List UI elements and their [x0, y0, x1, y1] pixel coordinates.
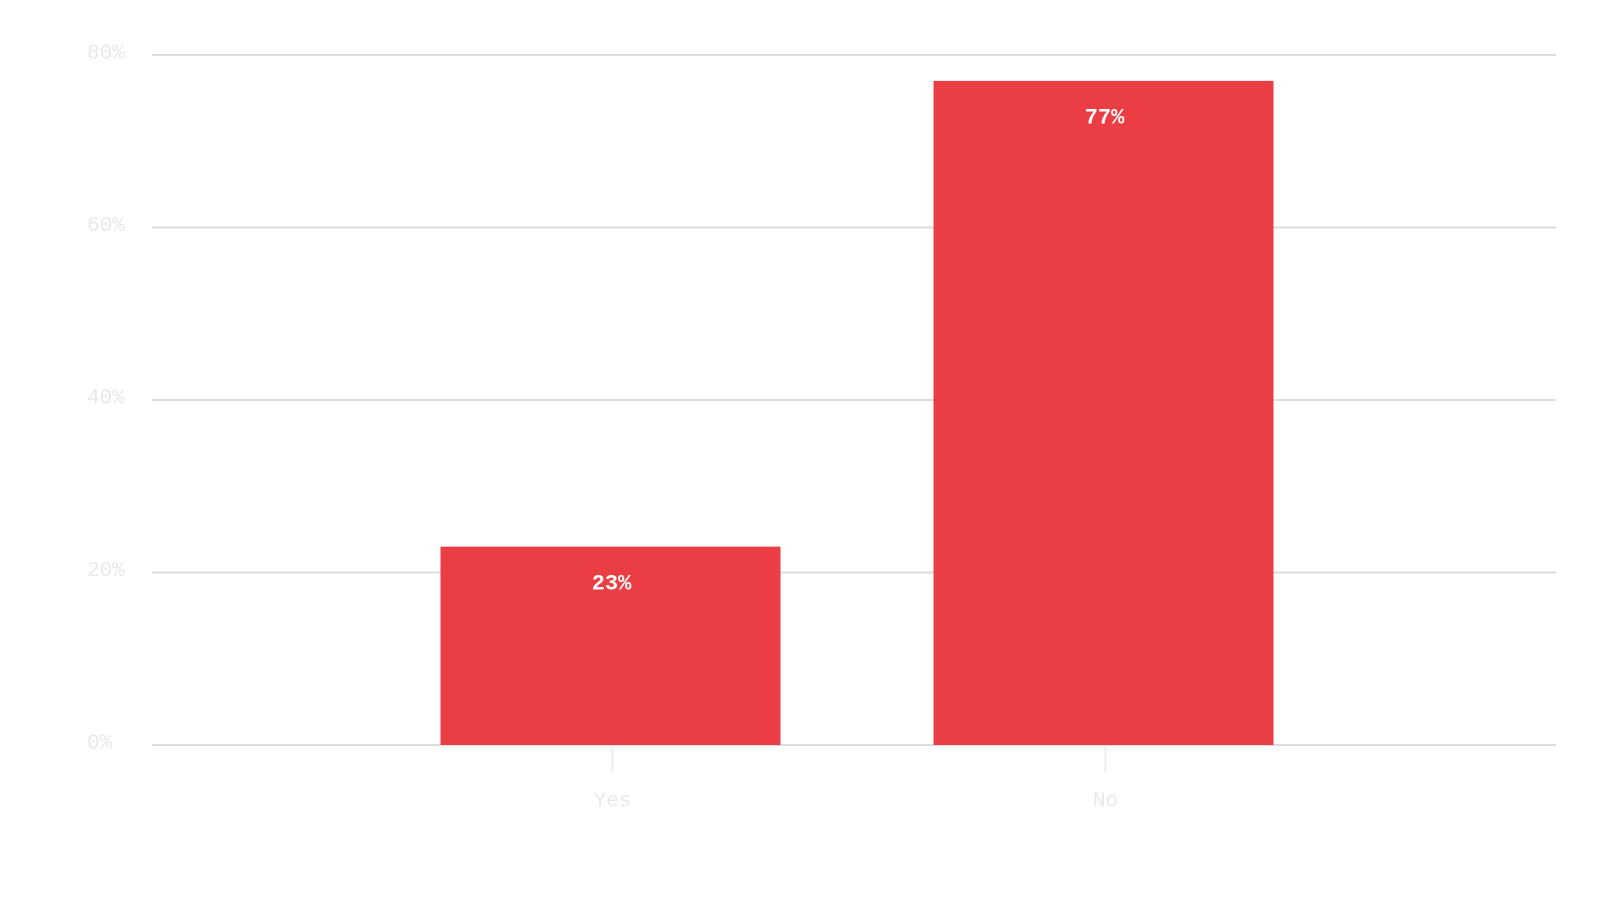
- bar: [933, 80, 1274, 745]
- y-tick-label: 20%: [87, 560, 125, 583]
- y-tick-label: 60%: [87, 215, 125, 238]
- y-tick-label: 40%: [87, 388, 125, 411]
- y-tick-label: 0%: [87, 733, 113, 756]
- x-tick-label: No: [1093, 791, 1118, 814]
- y-tick-label: 80%: [87, 43, 125, 66]
- x-tick-label: Yes: [594, 791, 632, 814]
- value-label: 23%: [592, 571, 632, 596]
- value-label: 77%: [1085, 106, 1125, 131]
- bar: [440, 546, 781, 745]
